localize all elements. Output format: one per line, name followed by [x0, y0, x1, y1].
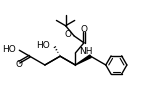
- Text: NH: NH: [79, 47, 93, 56]
- Text: O: O: [65, 30, 72, 39]
- Polygon shape: [75, 55, 91, 65]
- Text: HO: HO: [36, 41, 50, 50]
- Text: O: O: [80, 25, 87, 34]
- Text: HO: HO: [2, 45, 15, 54]
- Text: O: O: [15, 60, 22, 69]
